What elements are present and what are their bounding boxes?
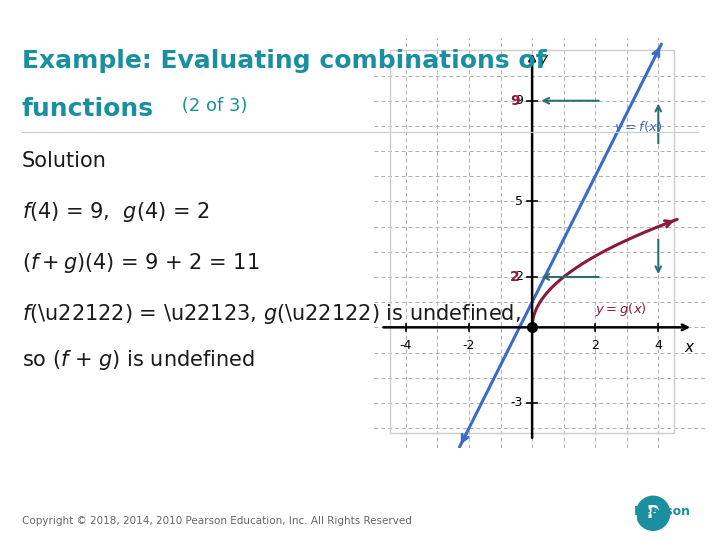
Text: P: P — [647, 504, 659, 522]
Text: 2: 2 — [510, 270, 520, 284]
Bar — [390, 50, 674, 433]
Text: $y$: $y$ — [539, 53, 550, 69]
Text: -3: -3 — [510, 396, 523, 409]
Text: functions: functions — [22, 97, 153, 121]
Text: $y = f(x)$: $y = f(x)$ — [614, 119, 662, 136]
Text: 5: 5 — [515, 195, 523, 208]
Text: -4: -4 — [400, 339, 412, 352]
Text: 9: 9 — [510, 94, 520, 108]
Text: Example: Evaluating combinations of: Example: Evaluating combinations of — [22, 49, 546, 72]
Text: $f$(4) = 9,  $g$(4) = 2: $f$(4) = 9, $g$(4) = 2 — [22, 200, 210, 224]
Text: Solution: Solution — [22, 151, 107, 171]
Text: $x$: $x$ — [684, 340, 696, 355]
Text: $(f + g)$(4) = 9 + 2 = 11: $(f + g)$(4) = 9 + 2 = 11 — [22, 251, 259, 275]
Text: Copyright © 2018, 2014, 2010 Pearson Education, Inc. All Rights Reserved: Copyright © 2018, 2014, 2010 Pearson Edu… — [22, 516, 411, 526]
Text: 2: 2 — [591, 339, 599, 352]
Text: -2: -2 — [463, 339, 475, 352]
Text: so ($f$ + $g$) is undefined: so ($f$ + $g$) is undefined — [22, 348, 255, 372]
Text: 2: 2 — [515, 271, 523, 284]
Text: (2 of 3): (2 of 3) — [176, 97, 248, 115]
Text: 9: 9 — [515, 94, 523, 107]
Text: 4: 4 — [654, 339, 662, 352]
Text: Pearson: Pearson — [634, 505, 691, 518]
Text: $f$(\u22122) = \u22123, $g$(\u22122) is undefined,: $f$(\u22122) = \u22123, $g$(\u22122) is … — [22, 302, 521, 326]
Circle shape — [636, 496, 670, 530]
Text: $y = g(x)$: $y = g(x)$ — [595, 301, 647, 319]
